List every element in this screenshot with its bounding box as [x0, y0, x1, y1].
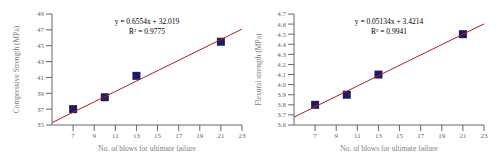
- svg-text:21: 21: [459, 132, 467, 140]
- svg-text:4.2: 4.2: [277, 61, 286, 69]
- svg-text:9: 9: [92, 132, 96, 140]
- html-text:y = 0.05134x + 3.4214: y = 0.05134x + 3.4214: [354, 17, 424, 26]
- svg-text:No. of blows for ultimate fail: No. of blows for ultimate failure: [340, 144, 438, 153]
- svg-text:7: 7: [313, 132, 317, 140]
- svg-text:9: 9: [334, 132, 338, 140]
- svg-text:47: 47: [37, 26, 45, 34]
- svg-text:4.7: 4.7: [277, 10, 286, 18]
- svg-text:3.7: 3.7: [277, 111, 286, 119]
- svg-text:Compressive Strength (MPa): Compressive Strength (MPa): [12, 25, 21, 113]
- svg-text:4.6: 4.6: [277, 21, 286, 29]
- svg-text:4.1: 4.1: [277, 71, 286, 79]
- svg-text:4.3: 4.3: [277, 51, 286, 59]
- svg-text:23: 23: [481, 132, 489, 140]
- svg-text:11: 11: [354, 132, 361, 140]
- html-text:y = 0.6554x + 32.019: y = 0.6554x + 32.019: [114, 17, 180, 26]
- svg-text:21: 21: [217, 132, 225, 140]
- svg-text:11: 11: [112, 132, 119, 140]
- html-text:R² = 0.9775: R² = 0.9775: [129, 27, 165, 36]
- svg-text:4.0: 4.0: [277, 81, 286, 89]
- svg-text:Flexural strength (MPa): Flexural strength (MPa): [254, 33, 263, 106]
- svg-text:13: 13: [375, 132, 383, 140]
- svg-text:3.9: 3.9: [277, 91, 286, 99]
- svg-text:17: 17: [175, 132, 183, 140]
- svg-text:No. of blows for ultimate fail: No. of blows for ultimate failure: [98, 144, 196, 153]
- svg-text:17: 17: [417, 132, 425, 140]
- svg-text:13: 13: [133, 132, 141, 140]
- svg-text:3.6: 3.6: [277, 121, 286, 129]
- svg-text:7: 7: [71, 132, 75, 140]
- svg-text:49: 49: [37, 10, 45, 18]
- svg-text:4.4: 4.4: [277, 41, 286, 49]
- svg-text:23: 23: [239, 132, 247, 140]
- svg-text:4.5: 4.5: [277, 31, 286, 39]
- svg-text:15: 15: [154, 132, 162, 140]
- svg-text:19: 19: [438, 132, 446, 140]
- svg-text:15: 15: [396, 132, 404, 140]
- svg-text:39: 39: [37, 90, 45, 98]
- svg-text:19: 19: [196, 132, 204, 140]
- svg-text:41: 41: [37, 74, 45, 82]
- svg-text:43: 43: [37, 58, 45, 66]
- svg-text:3.8: 3.8: [277, 101, 286, 109]
- html-text:R² = 0.9941: R² = 0.9941: [371, 27, 407, 36]
- svg-text:35: 35: [37, 121, 45, 129]
- svg-text:37: 37: [37, 106, 45, 114]
- svg-text:45: 45: [37, 42, 45, 50]
